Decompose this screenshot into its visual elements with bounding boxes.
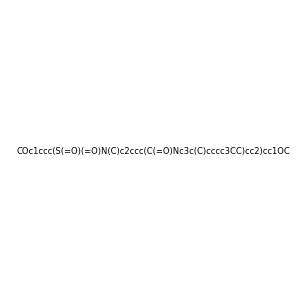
Text: COc1ccc(S(=O)(=O)N(C)c2ccc(C(=O)Nc3c(C)cccc3CC)cc2)cc1OC: COc1ccc(S(=O)(=O)N(C)c2ccc(C(=O)Nc3c(C)c… [17, 147, 291, 156]
